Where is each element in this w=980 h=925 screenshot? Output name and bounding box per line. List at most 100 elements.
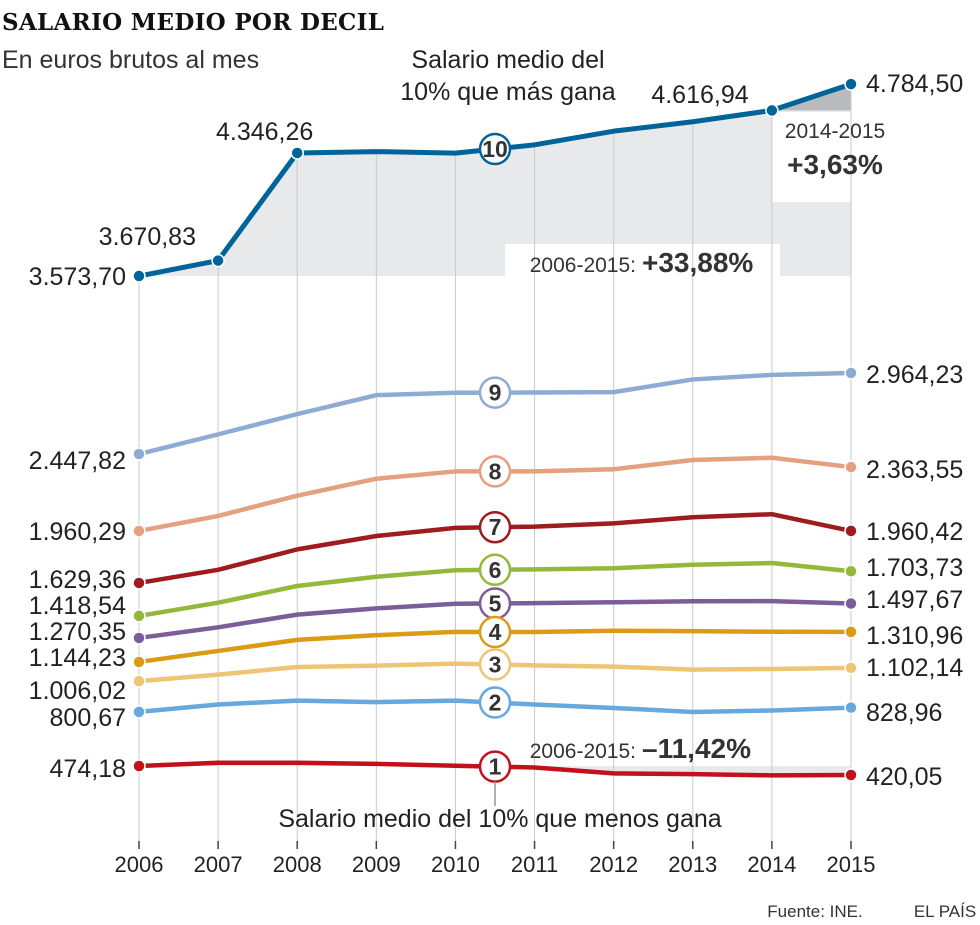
badge-label: 4 <box>489 619 502 645</box>
endpoint-decile-10 <box>844 77 858 91</box>
point-value-label-decile-10: 3.670,83 <box>99 223 196 251</box>
chart-subtitle: En euros brutos al mes <box>2 46 259 74</box>
x-tick-label: 2012 <box>589 852 638 877</box>
x-tick-label: 2014 <box>747 852 796 877</box>
endpoint-decile-5 <box>844 596 858 611</box>
start-value-label-decile-5: 1.270,35 <box>29 618 126 646</box>
badge-label: 2 <box>489 690 502 716</box>
point-value-label-decile-10: 4.346,26 <box>216 118 313 146</box>
chart-title: SALARIO MEDIO POR DECIL <box>2 9 384 36</box>
end-value-label-decile-9: 2.964,23 <box>866 361 963 389</box>
endpoint-decile-6 <box>132 609 146 623</box>
bottom-period-long: 2006-2015: <box>530 740 636 763</box>
point-value-label-decile-10: 4.616,94 <box>651 81 748 109</box>
end-value-label-decile-8: 2.363,55 <box>866 456 963 484</box>
end-value-label-decile-1: 420,05 <box>866 763 942 791</box>
badge-circle <box>478 455 512 488</box>
endpoint-decile-3 <box>132 674 146 688</box>
top-change-long: +33,88% <box>642 247 753 278</box>
decile-badge-2: 2 <box>478 686 512 719</box>
bottom-decile-caption: Salario medio del 10% que menos gana <box>278 805 721 833</box>
endpoint-decile-4 <box>844 625 858 639</box>
badge-circle <box>478 686 512 719</box>
start-value-label-decile-1: 474,18 <box>50 755 126 783</box>
endpoint-decile-1 <box>132 759 146 773</box>
decile-badges: 10 9 8 7 6 5 4 3 2 1 <box>478 132 512 806</box>
endpoint-decile-5 <box>132 631 146 645</box>
badge-circle <box>478 376 512 409</box>
badge-label: 1 <box>489 754 502 780</box>
endpoint-decile-8 <box>844 460 858 474</box>
annotation-backing-recent <box>772 112 864 202</box>
end-value-label-decile-10: 4.784,50 <box>866 70 963 98</box>
end-value-label-decile-3: 1.102,14 <box>866 654 963 682</box>
start-value-label-decile-2: 800,67 <box>50 704 126 732</box>
start-value-label-decile-10: 3.573,70 <box>29 263 126 291</box>
endpoint-decile-7 <box>844 524 858 538</box>
endpoint-decile-1 <box>844 768 858 782</box>
decile-badge-4: 4 <box>478 615 512 649</box>
endpoint-decile-9 <box>844 366 858 380</box>
endpoint-decile-4 <box>132 655 146 669</box>
end-value-label-decile-2: 828,96 <box>866 699 942 727</box>
badge-circle <box>478 132 512 166</box>
endpoint-decile-9 <box>132 447 146 461</box>
x-tick-label: 2007 <box>194 852 243 877</box>
decile-badge-5: 5 <box>478 587 512 620</box>
decile-badge-1: 1 <box>478 750 512 783</box>
top-change-recent: +3,63% <box>787 149 883 180</box>
decile-badge-3: 3 <box>478 648 512 681</box>
x-tick-label: 2013 <box>668 852 717 877</box>
point-decile-10 <box>765 103 779 118</box>
endpoint-decile-3 <box>844 661 858 675</box>
badge-label: 6 <box>489 557 502 583</box>
end-value-label-decile-5: 1.497,67 <box>866 586 963 614</box>
endpoint-decile-2 <box>132 705 146 719</box>
badge-label: 9 <box>489 380 502 406</box>
bottom-change-long: –11,42% <box>642 733 751 764</box>
end-value-label-decile-7: 1.960,42 <box>866 518 963 546</box>
end-value-label-decile-4: 1.310,96 <box>866 622 963 650</box>
x-tick-label: 2006 <box>115 852 164 877</box>
endpoint-decile-6 <box>844 564 858 579</box>
badge-circle <box>478 615 512 649</box>
x-tick-label: 2008 <box>273 852 322 877</box>
decile-badge-9: 9 <box>478 376 512 409</box>
x-axis: 2006 2007 2008 2009 2010 2011 2012 2013 2014 2015 <box>115 841 876 877</box>
endpoint-decile-10 <box>132 269 146 283</box>
start-value-label-decile-9: 2.447,82 <box>29 447 126 475</box>
point-decile-10 <box>211 253 225 268</box>
decile-badge-7: 7 <box>478 510 512 544</box>
decile-badge-10: 10 <box>478 132 512 166</box>
start-value-label-decile-3: 1.006,02 <box>29 677 126 705</box>
value-labels: 3.573,70 4.784,50 2.447,82 2.964,23 1.960,29… <box>29 70 964 791</box>
x-tick-label: 2011 <box>511 852 558 877</box>
badge-circle <box>478 510 512 544</box>
badge-label: 3 <box>489 652 502 678</box>
badge-circle <box>478 553 512 587</box>
endpoint-decile-2 <box>844 700 858 715</box>
endpoint-decile-7 <box>132 576 146 590</box>
gridlines <box>138 84 852 845</box>
start-value-label-decile-4: 1.144,23 <box>29 644 126 672</box>
end-value-label-decile-6: 1.703,73 <box>866 554 963 582</box>
endpoint-decile-8 <box>132 524 146 538</box>
x-tick-label: 2010 <box>431 852 480 877</box>
badge-label: 7 <box>489 514 502 540</box>
badge-label: 5 <box>489 590 502 616</box>
top-growth-area <box>139 84 851 277</box>
top-decile-caption-line1: Salario medio del <box>411 46 604 74</box>
start-value-label-decile-8: 1.960,29 <box>29 518 126 546</box>
start-value-label-decile-6: 1.418,54 <box>29 592 126 620</box>
x-tick-label: 2015 <box>827 852 876 877</box>
brand-logo: EL PAÍS <box>914 902 976 921</box>
source-note: Fuente: INE. <box>767 902 862 921</box>
badge-label: 10 <box>482 136 508 162</box>
annotation-backing <box>505 244 780 280</box>
decile-badge-6: 6 <box>478 553 512 587</box>
badge-label: 8 <box>489 458 502 484</box>
top-period-long: 2006-2015: <box>530 254 636 277</box>
start-value-label-decile-7: 1.629,36 <box>29 566 126 594</box>
top-decile-caption-line2: 10% que más gana <box>400 78 616 106</box>
